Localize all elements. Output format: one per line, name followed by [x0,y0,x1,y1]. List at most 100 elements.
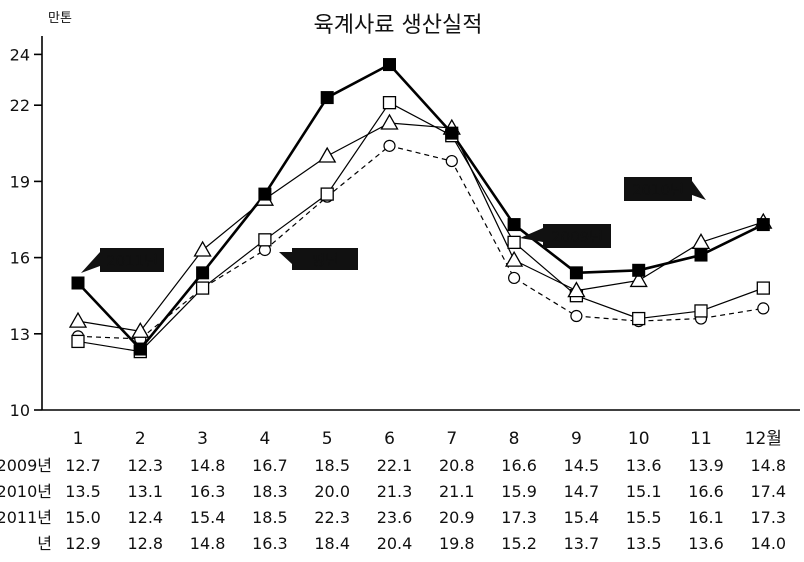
callout-label: 평년 [311,251,339,269]
data-point [380,113,399,130]
table-cell: 15.9 [501,482,537,501]
table-cell: 14.8 [190,534,226,553]
table-cell: 21.1 [439,482,475,501]
table-cell: 21.3 [377,482,413,501]
y-tick-label: 13 [10,325,30,344]
data-point [382,96,397,110]
table-row-label: 년 [37,534,52,553]
data-point [133,342,147,356]
data-point [507,218,521,232]
table-cell: 15.4 [190,508,226,527]
callout-box [100,248,164,272]
series-line [77,63,764,351]
data-point [320,187,334,201]
table-cell: 20.0 [314,482,350,501]
data-point [71,334,85,349]
callout-label: 2011년 [106,252,158,270]
data-point [71,276,85,290]
x-tick-label: 4 [259,429,270,449]
table-cell: 20.8 [439,456,475,475]
x-tick-label: 3 [197,429,208,449]
data-point [504,250,524,267]
chart-title: 육계사료 생산실적 [314,13,483,38]
x-tick-label: 10 [628,429,650,449]
data-point [258,233,272,247]
y-tick-label: 22 [10,96,30,115]
callout-box [624,177,692,201]
table-cell: 13.5 [65,482,101,501]
unit-label: 만톤 [48,11,72,26]
data-point [193,240,212,257]
callout: 2009년 [520,224,611,248]
data-point [258,187,272,201]
data-point [318,146,337,163]
callout-pointer [692,181,706,200]
data-point [507,235,521,250]
table-cell: 12.7 [65,456,101,475]
data-point [756,281,770,295]
table-row-label: 2011년 [0,508,52,527]
x-tick-label: 7 [446,429,457,449]
table-cell: 17.3 [501,508,537,527]
table-cell: 13.5 [626,534,662,553]
table-cell: 14.5 [564,456,600,475]
data-point [383,139,396,152]
x-tick-label: 12월 [745,429,782,449]
y-tick-label: 10 [10,401,30,420]
x-tick-label: 2 [135,429,146,449]
table-cell: 22.3 [314,508,350,527]
callout-label: 2009년 [551,228,603,246]
table-cell: 18.3 [252,482,288,501]
callout-box [292,248,358,270]
callout: 2010년 [624,177,706,201]
callout: 2011년 [81,248,164,273]
table-cell: 15.4 [564,508,600,527]
table-cell: 12.8 [127,534,163,553]
data-point [570,309,583,323]
table-cell: 16.1 [688,508,724,527]
data-point [567,281,586,298]
table-cell: 16.7 [252,456,288,475]
data-point [445,154,458,168]
data-point [320,91,334,105]
table-cell: 20.9 [439,508,475,527]
series-line [77,122,764,332]
table-row-label: 2010년 [0,482,52,501]
data-point [383,58,396,72]
callout-pointer [81,252,100,273]
x-tick-label: 11 [690,429,712,449]
y-tick-label: 19 [10,172,30,191]
data-point [756,218,770,232]
table-cell: 22.1 [377,456,413,475]
table-cell: 13.7 [564,534,600,553]
data-point [694,304,708,318]
x-tick-label: 5 [322,429,333,449]
series-line [77,145,764,340]
callout-box [543,224,611,248]
table-cell: 20.4 [377,534,413,553]
table-cell: 14.8 [750,456,786,475]
table-cell: 16.6 [688,482,724,501]
table-cell: 16.3 [252,534,288,553]
table-cell: 13.6 [626,456,662,475]
table-cell: 17.3 [750,508,786,527]
table-row-label: 2009년 [0,456,52,475]
table-cell: 13.9 [688,456,724,475]
callout: 평년 [279,248,358,270]
table-cell: 17.4 [750,482,786,501]
data-point [632,311,646,326]
plot-area [68,58,773,359]
x-tick-label: 6 [384,429,395,449]
data-point [632,263,646,277]
table-cell: 13.6 [688,534,724,553]
table-cell: 14.0 [750,534,786,553]
data-point [757,302,770,315]
table-cell: 18.5 [252,508,288,527]
table-cell: 15.5 [626,508,662,527]
callout-label: 2010년 [632,181,684,199]
data-point [694,248,708,262]
x-tick-label: 1 [73,429,84,449]
y-tick-label: 16 [10,249,30,268]
